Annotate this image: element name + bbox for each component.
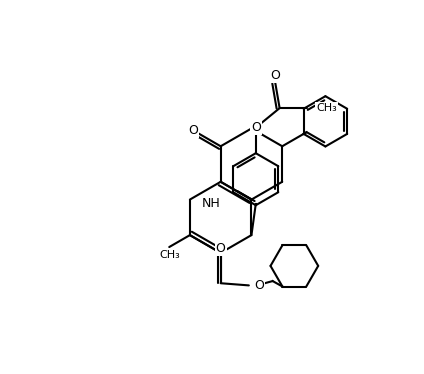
Text: O: O xyxy=(251,121,261,134)
Text: O: O xyxy=(254,279,264,292)
Text: CH₃: CH₃ xyxy=(160,250,181,260)
Text: O: O xyxy=(271,69,280,82)
Text: NH: NH xyxy=(202,197,221,209)
Text: O: O xyxy=(216,242,226,255)
Text: CH₃: CH₃ xyxy=(316,103,337,113)
Text: O: O xyxy=(188,124,198,137)
